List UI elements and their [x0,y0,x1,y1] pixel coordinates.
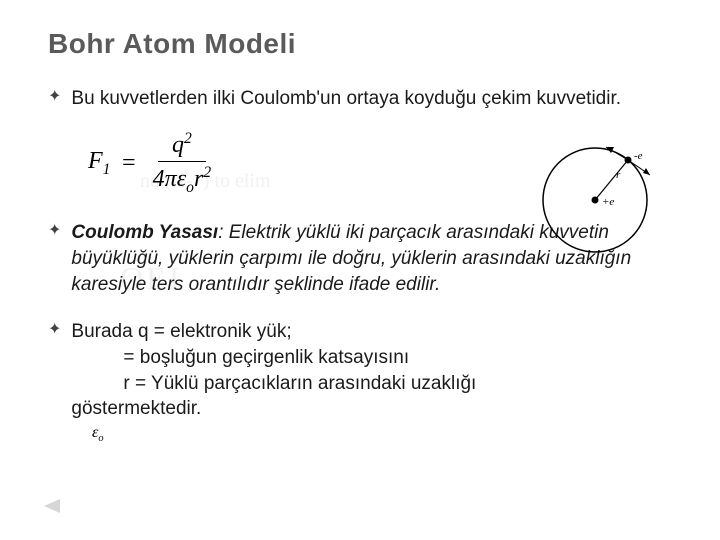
formula-r: r [194,166,203,192]
slide-body: Bohr Atom Modeli ✦ Bu kuvvetlerden ilki … [0,0,720,460]
bullet-1: ✦ Bu kuvvetlerden ilki Coulomb'un ortaya… [48,86,672,112]
footer-triangle-icon [42,497,64,520]
bullet-1-text: Bu kuvvetlerden ilki Coulomb'un ortaya k… [71,86,672,112]
formula-eps-sub: o [186,178,194,195]
page-title: Bohr Atom Modeli [48,28,672,60]
formula-4pi: 4π [153,166,177,192]
svg-text:+e: +e [602,196,614,208]
formula-F: F [88,148,103,174]
def-close: göstermektedir. [71,396,672,422]
formula-fraction: q2 4πεor2 [147,130,217,197]
def-r: r = Yüklü parçacıkların arasındaki uzakl… [123,371,672,397]
bullet-3: ✦ Burada q = elektronik yük; = boşluğun … [48,319,672,422]
formula-r-sup: 2 [203,164,211,181]
formula-q-sup: 2 [184,130,192,147]
svg-text:-e: -e [634,150,643,162]
coulomb-formula: F1 = q2 4πεor2 [88,130,217,197]
eps-symbol-inline: εo [92,424,104,444]
def-q: Burada q = elektronik yük; [71,319,672,345]
coulomb-law-label: Coulomb Yasası [71,222,218,243]
svg-text:r: r [616,169,621,181]
def-eps: = boşluğun geçirgenlik katsayısını [123,345,672,371]
bullet-3-text: Burada q = elektronik yük; = boşluğun ge… [71,319,672,422]
formula-F-sub: 1 [103,160,111,177]
bullet-marker-icon: ✦ [48,86,61,108]
bullet-marker-icon: ✦ [48,220,61,242]
formula-eps: ε [177,166,186,192]
bullet-marker-icon: ✦ [48,319,61,341]
atom-diagram: +e r -e [530,135,660,270]
formula-q: q [172,132,184,158]
formula-eq: = [120,150,136,177]
